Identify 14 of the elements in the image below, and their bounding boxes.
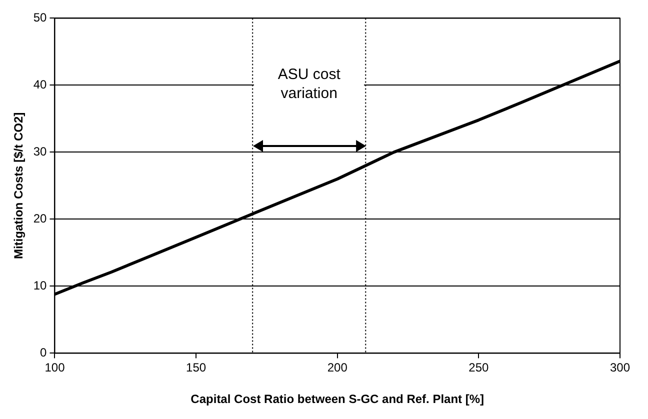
annotation: ASU cost variation (254, 65, 364, 104)
x-tick-label: 200 (327, 360, 348, 375)
x-tick-label: 250 (468, 360, 490, 375)
y-tick-label: 20 (33, 212, 48, 226)
x-axis-title: Capital Cost Ratio between S-GC and Ref. Plant [%] (190, 392, 484, 406)
x-tick-label: 150 (186, 360, 206, 375)
y-tick-label: 40 (33, 78, 48, 92)
y-tick-label: 10 (33, 278, 48, 293)
y-tick-label: 0 (40, 346, 48, 360)
x-tick-label: 100 (44, 360, 66, 375)
y-tick-label: 30 (33, 144, 48, 159)
y-axis-title: Mitigation Costs [$/t CO2] (12, 112, 26, 260)
x-tick-label: 300 (610, 360, 630, 375)
y-tick-label: 50 (33, 10, 48, 25)
